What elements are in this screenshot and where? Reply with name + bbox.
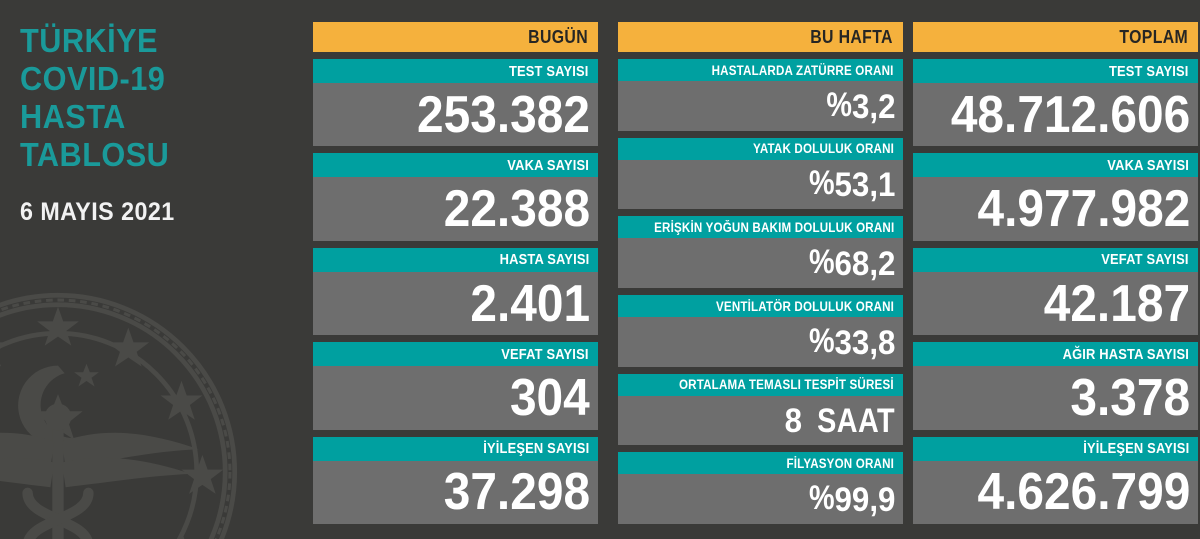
title-panel: TÜRKİYE COVID-19 HASTA TABLOSU 6 MAYIS 2… <box>20 22 308 226</box>
stat-value: 8 SAAT <box>618 395 903 446</box>
stat-label: VEFAT SAYISI <box>313 342 598 367</box>
stat-value: 253.382 <box>313 83 598 147</box>
stat-card: HASTA SAYISI 2.401 <box>313 247 598 342</box>
stat-label-text: YATAK DOLULUK ORANI <box>752 141 894 157</box>
stat-value: 3.378 <box>913 366 1198 430</box>
column-header-this-week: BU HAFTA <box>618 22 903 52</box>
stat-label-text: VEFAT SAYISI <box>1101 251 1189 269</box>
column-this-week-body: HASTALARDA ZATÜRRE ORANI %3,2 YATAK DOLU… <box>618 52 903 525</box>
stat-card: VENTİLATÖR DOLULUK ORANI %33,8 <box>618 295 903 374</box>
stat-value-text: %68,2 <box>808 243 895 284</box>
stat-value: 304 <box>313 366 598 430</box>
stat-value: 4.626.799 <box>913 460 1198 525</box>
stat-label: YATAK DOLULUK ORANI <box>618 137 903 160</box>
stat-label: HASTA SAYISI <box>313 247 598 272</box>
stat-value: %99,9 <box>618 474 903 525</box>
stat-value: 37.298 <box>313 460 598 525</box>
stat-value: %68,2 <box>618 238 903 289</box>
stat-value-text: 253.382 <box>417 85 590 144</box>
stat-value-text: 4.626.799 <box>977 463 1190 522</box>
stat-label-text: İYİLEŞEN SAYISI <box>1082 440 1189 458</box>
turkish-ministry-of-health-emblem-icon <box>0 292 238 539</box>
column-header-total: TOPLAM <box>913 22 1198 52</box>
column-header-today: BUGÜN <box>313 22 598 52</box>
stat-label: VENTİLATÖR DOLULUK ORANI <box>618 295 903 318</box>
stat-card: VEFAT SAYISI 304 <box>313 342 598 436</box>
column-this-week: BU HAFTA HASTALARDA ZATÜRRE ORANI %3,2 Y… <box>618 22 903 525</box>
stat-label-text: FİLYASYON ORANI <box>786 455 894 471</box>
stat-card: TEST SAYISI 48.712.606 <box>913 59 1198 153</box>
stat-value-text: 37.298 <box>443 463 590 522</box>
page-title: TÜRKİYE COVID-19 HASTA TABLOSU <box>20 22 170 173</box>
stat-value-text: 2.401 <box>470 274 590 333</box>
stat-card: TEST SAYISI 253.382 <box>313 59 598 153</box>
stat-label: İYİLEŞEN SAYISI <box>313 436 598 461</box>
stat-card: VEFAT SAYISI 42.187 <box>913 247 1198 342</box>
stat-value: 48.712.606 <box>913 83 1198 147</box>
stat-card: ORTALAMA TEMASLI TESPİT SÜRESİ 8 SAAT <box>618 373 903 453</box>
stat-label: HASTALARDA ZATÜRRE ORANI <box>618 59 903 81</box>
stat-label-text: VENTİLATÖR DOLULUK ORANI <box>715 298 894 314</box>
stat-card: İYİLEŞEN SAYISI 37.298 <box>313 436 598 525</box>
stat-value: 2.401 <box>313 271 598 336</box>
stat-value-text: %99,9 <box>808 479 895 520</box>
stat-label-text: HASTA SAYISI <box>499 251 589 269</box>
stat-value-text: %53,1 <box>808 164 895 205</box>
stat-card: YATAK DOLULUK ORANI %53,1 <box>618 137 903 217</box>
column-header-total-label: TOPLAM <box>1119 26 1188 47</box>
stat-label: AĞIR HASTA SAYISI <box>913 342 1198 367</box>
stat-label: ORTALAMA TEMASLI TESPİT SÜRESİ <box>618 373 903 396</box>
stat-label-text: HASTALARDA ZATÜRRE ORANI <box>712 62 894 78</box>
stat-value-text: 8 SAAT <box>784 401 895 440</box>
stat-label: FİLYASYON ORANI <box>618 452 903 475</box>
stat-label: TEST SAYISI <box>313 59 598 83</box>
stat-value-text: 3.378 <box>1070 368 1190 427</box>
stat-value-text: 42.187 <box>1043 274 1190 333</box>
column-total: TOPLAM TEST SAYISI 48.712.606 VAKA SAYIS… <box>913 22 1198 525</box>
stat-label: VAKA SAYISI <box>913 153 1198 178</box>
column-total-body: TEST SAYISI 48.712.606 VAKA SAYISI 4.977… <box>913 52 1198 525</box>
stat-card: FİLYASYON ORANI %99,9 <box>618 452 903 525</box>
column-today: BUGÜN TEST SAYISI 253.382 VAKA SAYISI 22… <box>313 22 598 525</box>
stat-card: İYİLEŞEN SAYISI 4.626.799 <box>913 436 1198 525</box>
column-today-body: TEST SAYISI 253.382 VAKA SAYISI 22.388 H… <box>313 52 598 525</box>
stat-label-text: İYİLEŞEN SAYISI <box>482 440 589 458</box>
stat-value-text: 48.712.606 <box>950 85 1190 144</box>
stat-label-text: VEFAT SAYISI <box>501 345 589 363</box>
stat-value-text: 22.388 <box>443 180 590 239</box>
column-header-this-week-label: BU HAFTA <box>810 26 893 47</box>
stat-value: 22.388 <box>313 177 598 241</box>
stat-card: ERİŞKİN YOĞUN BAKIM DOLULUK ORANI %68,2 <box>618 216 903 295</box>
stat-value: 42.187 <box>913 271 1198 336</box>
column-header-today-label: BUGÜN <box>528 26 588 47</box>
stat-value: 4.977.982 <box>913 177 1198 241</box>
stat-label: İYİLEŞEN SAYISI <box>913 436 1198 461</box>
stat-label-text: AĞIR HASTA SAYISI <box>1062 345 1189 363</box>
stat-card: VAKA SAYISI 22.388 <box>313 153 598 247</box>
stat-label: ERİŞKİN YOĞUN BAKIM DOLULUK ORANI <box>618 216 903 239</box>
stat-label-text: VAKA SAYISI <box>1107 156 1189 174</box>
stat-label: VEFAT SAYISI <box>913 247 1198 272</box>
stat-card: HASTALARDA ZATÜRRE ORANI %3,2 <box>618 59 903 138</box>
stat-value-text: %33,8 <box>808 321 895 362</box>
stat-label-text: ORTALAMA TEMASLI TESPİT SÜRESİ <box>679 377 894 393</box>
stat-label: TEST SAYISI <box>913 59 1198 83</box>
stat-value: %3,2 <box>618 81 903 131</box>
stat-label-text: VAKA SAYISI <box>507 156 589 174</box>
stat-card: AĞIR HASTA SAYISI 3.378 <box>913 342 1198 436</box>
stat-value-text: 304 <box>510 368 590 427</box>
report-date: 6 MAYIS 2021 <box>20 198 175 226</box>
stat-label-text: ERİŞKİN YOĞUN BAKIM DOLULUK ORANI <box>653 219 894 235</box>
stat-card: VAKA SAYISI 4.977.982 <box>913 153 1198 247</box>
stat-value: %33,8 <box>618 317 903 367</box>
stat-value-text: 4.977.982 <box>977 180 1190 239</box>
stat-label: VAKA SAYISI <box>313 153 598 178</box>
stat-value-text: %3,2 <box>825 85 895 126</box>
stat-label-text: TEST SAYISI <box>509 62 589 80</box>
stat-value: %53,1 <box>618 159 903 210</box>
stat-label-text: TEST SAYISI <box>1109 62 1189 80</box>
